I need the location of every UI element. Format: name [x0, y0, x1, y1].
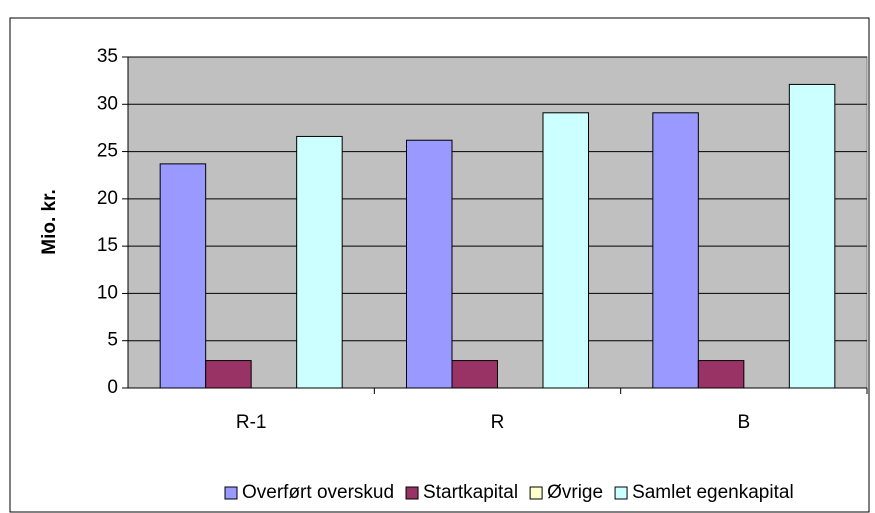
bar	[296, 135, 343, 389]
legend-label: Samlet egenkapital	[632, 482, 794, 503]
bar	[205, 360, 252, 389]
bar	[652, 112, 699, 389]
y-tick-label: 10	[97, 282, 118, 303]
legend-swatch	[529, 486, 543, 500]
y-tick-label: 5	[107, 330, 118, 351]
y-tick-label: 25	[97, 141, 118, 162]
bar	[451, 360, 498, 389]
y-tick-label: 35	[97, 46, 118, 67]
x-tick-label: R-1	[236, 412, 267, 433]
legend-swatch	[614, 486, 628, 500]
legend-swatch	[224, 486, 238, 500]
bar	[788, 83, 836, 389]
y-tick-label: 0	[107, 377, 118, 398]
bar	[406, 139, 453, 389]
y-tick-label: 15	[97, 235, 118, 256]
legend-swatch	[405, 486, 419, 500]
y-axis-label: Mio. kr.	[39, 189, 60, 254]
y-tick-label: 30	[97, 93, 118, 114]
y-tick-label: 20	[97, 188, 118, 209]
bar	[697, 360, 745, 389]
legend-label: Overført overskud	[242, 482, 394, 503]
bar	[542, 112, 589, 389]
legend-label: Øvrige	[547, 482, 603, 503]
x-tick-label: B	[737, 412, 750, 433]
legend-label: Startkapital	[423, 482, 518, 503]
bar	[159, 163, 207, 389]
x-tick-label: R	[491, 412, 505, 433]
plot-area	[127, 56, 868, 389]
